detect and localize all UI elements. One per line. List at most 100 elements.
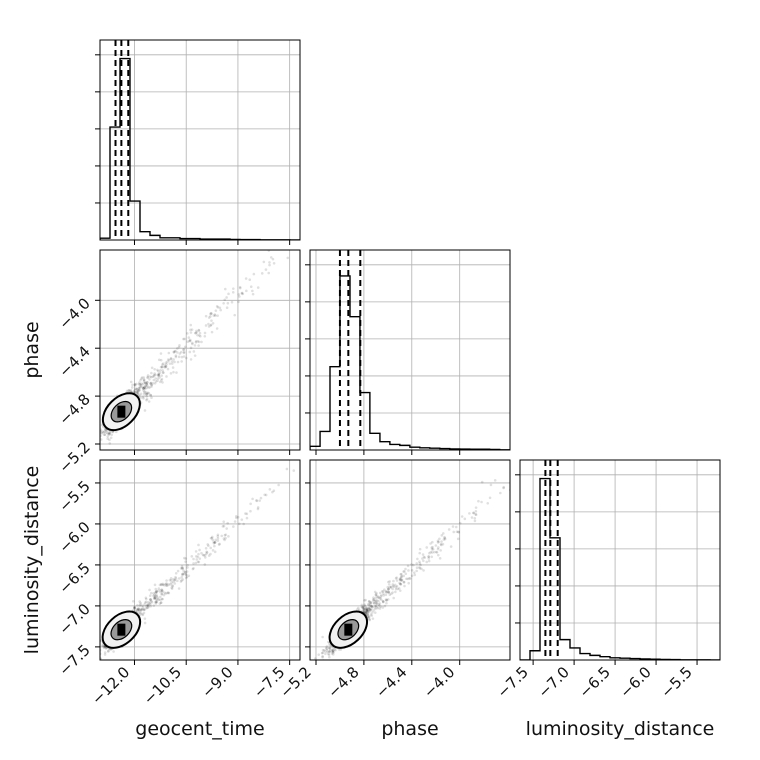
y-tick-label: −6.0 (55, 518, 93, 556)
scatter-point (245, 289, 248, 293)
scatter-point (321, 654, 324, 658)
scatter-point (180, 579, 183, 582)
scatter-point (184, 571, 187, 574)
scatter-point (147, 604, 150, 608)
scatter-point (268, 263, 271, 267)
scatter-point (140, 382, 143, 385)
scatter-point (127, 388, 131, 392)
scatter-point (145, 606, 149, 610)
scatter-point (209, 323, 213, 327)
scatter-point (269, 256, 273, 259)
scatter-point (142, 386, 145, 390)
scatter-point (325, 648, 329, 652)
scatter-point (153, 372, 156, 375)
scatter-point (220, 534, 224, 538)
scatter-point (143, 386, 146, 389)
x-tick-label: −4.4 (372, 663, 410, 701)
scatter-point (222, 520, 226, 523)
scatter-point (146, 381, 149, 384)
scatter-point (378, 607, 382, 610)
scatter-point (103, 653, 107, 656)
scatter-point (272, 489, 276, 493)
scatter-point (369, 601, 373, 605)
scatter-point (391, 583, 395, 586)
scatter-point (362, 607, 365, 610)
scatter-point (205, 551, 209, 554)
scatter-point (215, 327, 219, 330)
scatter-point (431, 540, 434, 544)
scatter-point (213, 544, 216, 548)
scatter-point (427, 555, 431, 559)
scatter-point (222, 524, 226, 528)
scatter-point (161, 362, 165, 365)
scatter-point (226, 521, 229, 525)
scatter-point (216, 534, 220, 538)
scatter-point (378, 596, 381, 600)
scatter-point (173, 578, 177, 582)
scatter-point (474, 506, 478, 509)
scatter-point (373, 599, 377, 603)
scatter-point (488, 496, 492, 500)
scatter-point (204, 314, 208, 318)
scatter-point (430, 548, 434, 551)
scatter-point (369, 604, 372, 608)
scatter-point (179, 350, 183, 354)
scatter-point (177, 587, 181, 590)
scatter-point (136, 609, 139, 612)
scatter-point (431, 545, 434, 549)
scatter-point (211, 538, 215, 542)
scatter-point (325, 650, 329, 654)
scatter-point (139, 386, 142, 389)
scatter-point (368, 608, 372, 612)
scatter-point (141, 385, 145, 389)
scatter-point (367, 607, 371, 611)
scatter-point (535, 457, 538, 460)
scatter-point (194, 331, 197, 335)
scatter-point (157, 587, 161, 590)
scatter-point (231, 290, 235, 294)
scatter-point (194, 340, 198, 343)
scatter-point (331, 650, 335, 654)
scatter-point (172, 370, 175, 374)
scatter-point (381, 606, 385, 609)
scatter-point (441, 542, 445, 546)
scatter-point (158, 376, 161, 379)
scatter-point (194, 550, 198, 553)
scatter-point (133, 390, 136, 394)
scatter-point (153, 597, 157, 600)
scatter-point (391, 587, 394, 591)
scatter-point (100, 639, 103, 642)
scatter-point (144, 597, 148, 601)
scatter-point (146, 375, 150, 379)
scatter-point (271, 490, 274, 494)
scatter-point (240, 292, 244, 295)
scatter-point (474, 509, 478, 513)
scatter-point (149, 393, 152, 397)
scatter-point (133, 606, 136, 610)
scatter-point (198, 331, 202, 335)
scatter-point (361, 605, 364, 609)
scatter-point (244, 277, 248, 280)
scatter-point (189, 358, 193, 361)
panel-frame (309, 249, 511, 451)
scatter-point (173, 360, 176, 364)
scatter-point (371, 611, 374, 614)
scatter-point (212, 314, 216, 317)
scatter-point (159, 598, 162, 602)
scatter-point (178, 352, 182, 355)
scatter-point (188, 338, 192, 342)
scatter-point (493, 479, 497, 482)
scatter-point (132, 390, 136, 393)
scatter-point (93, 653, 96, 656)
scatter-point (387, 591, 390, 595)
scatter-point (154, 373, 157, 377)
scatter-point (145, 393, 148, 396)
scatter-point (103, 430, 106, 433)
scatter-point (109, 436, 113, 440)
scatter-point (418, 560, 421, 564)
scatter-point (155, 600, 158, 604)
scatter-point (153, 596, 157, 600)
scatter-point (377, 595, 380, 599)
scatter-point (106, 437, 109, 440)
scatter-point (232, 287, 235, 290)
